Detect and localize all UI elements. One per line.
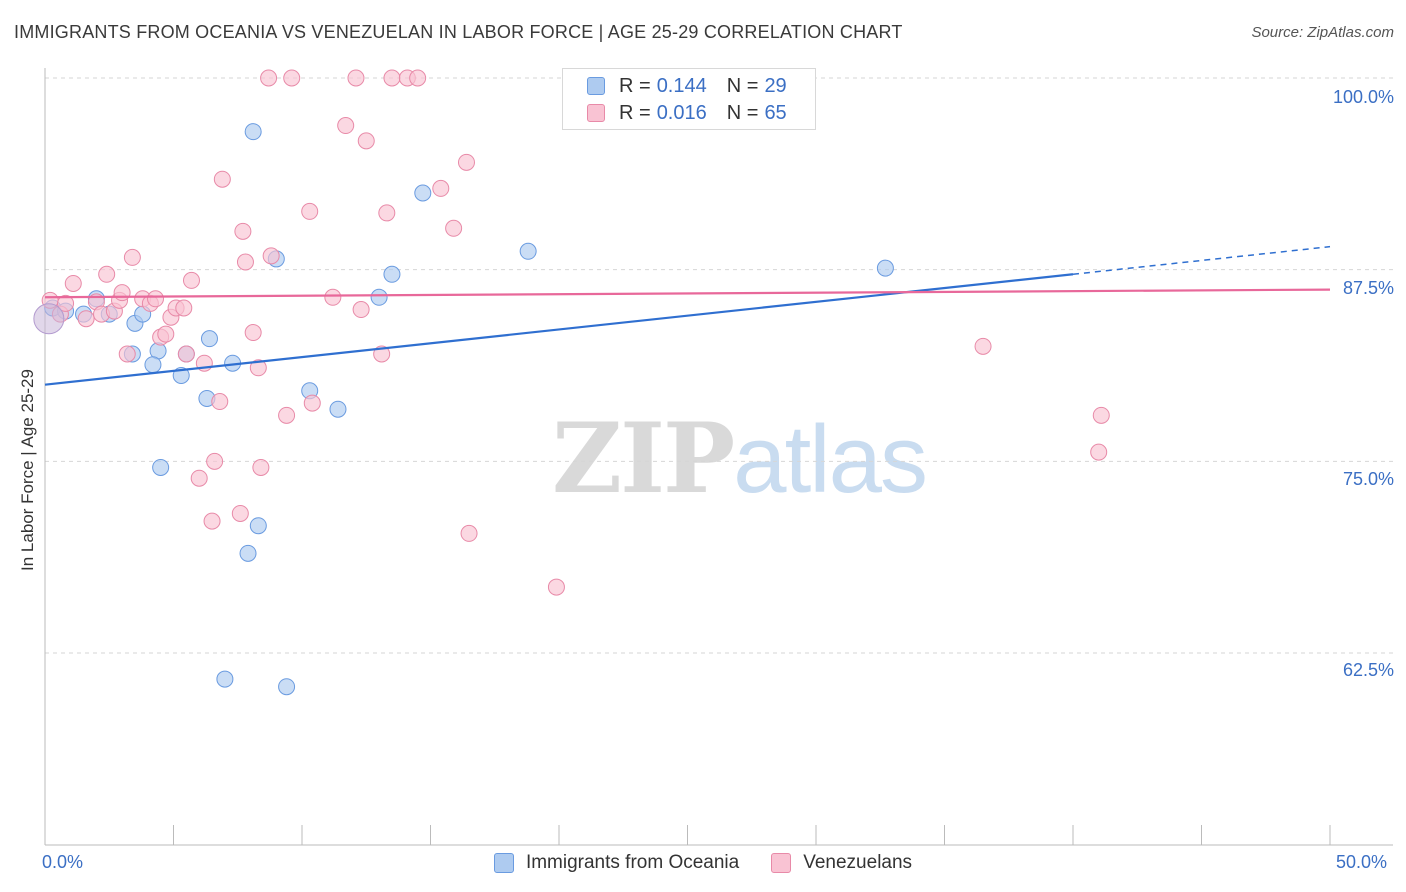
point-venezuelans	[432, 179, 450, 197]
point-venezuelans	[283, 69, 301, 87]
legend-row-venezuelans: R = 0.016 N = 65	[587, 100, 787, 126]
point-oceania	[244, 123, 262, 141]
y-tick-label-100: 100.0%	[1332, 87, 1394, 107]
point-venezuelans	[147, 290, 165, 308]
point-venezuelans	[409, 69, 427, 87]
legend-row-oceania: R = 0.144 N = 29	[587, 73, 787, 99]
watermark: ZIPatlas	[552, 402, 928, 515]
point-venezuelans	[98, 265, 116, 283]
legend-swatch-venezuelans	[771, 853, 792, 873]
point-venezuelans	[457, 153, 475, 171]
point-venezuelans	[262, 247, 280, 265]
point-venezuelans	[157, 325, 175, 343]
point-oceania	[876, 259, 894, 277]
point-venezuelans	[213, 170, 231, 188]
point-venezuelans	[278, 406, 296, 424]
point-venezuelans	[260, 69, 278, 87]
legend-n-value: 29	[764, 74, 787, 97]
point-venezuelans	[303, 394, 321, 412]
point-venezuelans	[182, 271, 200, 289]
point-oceania	[216, 670, 234, 688]
source-note: Source: ZipAtlas.com	[1251, 24, 1394, 41]
point-oceania	[144, 356, 162, 374]
point-venezuelans	[445, 219, 463, 237]
y-tick-label-87-5: 87.5%	[1342, 278, 1394, 298]
x-tick-label-min: 0.0%	[42, 852, 84, 872]
point-venezuelans	[77, 310, 95, 328]
point-venezuelans	[203, 512, 221, 530]
point-venezuelans	[64, 274, 82, 292]
trend-line-oceania	[44, 273, 1074, 386]
point-venezuelans	[974, 337, 992, 355]
legend-n-value: 65	[764, 101, 787, 124]
y-tick-label-62-5: 62.5%	[1342, 660, 1394, 680]
point-venezuelans	[1090, 443, 1108, 461]
point-oceania	[329, 400, 347, 418]
legend-label-venezuelans: Venezuelans	[803, 852, 913, 873]
point-venezuelans	[249, 359, 267, 377]
point-oceania	[278, 678, 296, 696]
point-oceania	[200, 330, 218, 348]
point-oceania	[414, 184, 432, 202]
x-tick-label-max: 50.0%	[1336, 852, 1388, 872]
point-venezuelans	[347, 69, 365, 87]
legend-swatch-oceania	[587, 77, 605, 95]
point-cluster	[33, 303, 65, 335]
legend-r-label: R =	[619, 101, 651, 124]
point-venezuelans	[1092, 406, 1110, 424]
point-venezuelans	[177, 345, 195, 363]
point-venezuelans	[231, 504, 249, 522]
legend-n-label: N =	[726, 101, 759, 124]
trend-line-venezuelans	[44, 288, 1331, 299]
point-venezuelans	[357, 132, 375, 150]
y-axis-label: In Labor Force | Age 25-29	[18, 369, 37, 571]
point-venezuelans	[301, 202, 319, 220]
point-oceania	[239, 544, 257, 562]
chart-title: IMMIGRANTS FROM OCEANIA VS VENEZUELAN IN…	[14, 22, 903, 42]
legend-n-label: N =	[726, 74, 759, 97]
watermark-zip: ZIP	[552, 402, 735, 515]
point-venezuelans	[234, 222, 252, 240]
legend-label-oceania: Immigrants from Oceania	[525, 852, 740, 873]
point-venezuelans	[378, 204, 396, 222]
point-oceania	[370, 288, 388, 306]
legend-r-value: 0.016	[656, 101, 707, 124]
legend-swatch-venezuelans	[587, 104, 605, 122]
point-venezuelans	[324, 288, 342, 306]
point-venezuelans	[383, 69, 401, 87]
point-venezuelans	[118, 345, 136, 363]
legend-item-venezuelans[interactable]: Venezuelans	[771, 852, 912, 874]
point-oceania	[519, 242, 537, 260]
point-venezuelans	[244, 324, 262, 342]
point-venezuelans	[352, 301, 370, 319]
point-venezuelans	[206, 452, 224, 470]
point-venezuelans	[547, 578, 565, 596]
point-venezuelans	[190, 469, 208, 487]
point-venezuelans	[113, 284, 131, 302]
trend-line-oceania-extension	[1072, 245, 1331, 276]
point-oceania	[249, 517, 267, 535]
legend-r-value: 0.144	[656, 74, 707, 97]
point-oceania	[383, 265, 401, 283]
point-venezuelans	[123, 248, 141, 266]
point-venezuelans	[211, 393, 229, 411]
point-venezuelans	[460, 524, 478, 542]
point-venezuelans	[57, 294, 75, 312]
legend-swatch-oceania	[493, 853, 514, 873]
point-venezuelans	[236, 253, 254, 271]
series-legend: Immigrants from Oceania Venezuelans	[0, 852, 1406, 874]
y-tick-label-75: 75.0%	[1342, 469, 1394, 489]
legend-r-label: R =	[619, 74, 651, 97]
correlation-legend: R = 0.144 N = 29 R = 0.016 N = 65	[562, 68, 816, 130]
point-venezuelans	[252, 458, 270, 476]
watermark-atlas: atlas	[733, 406, 928, 513]
point-venezuelans	[175, 299, 193, 317]
point-venezuelans	[337, 117, 355, 135]
point-oceania	[152, 458, 170, 476]
legend-item-oceania[interactable]: Immigrants from Oceania	[493, 852, 740, 874]
